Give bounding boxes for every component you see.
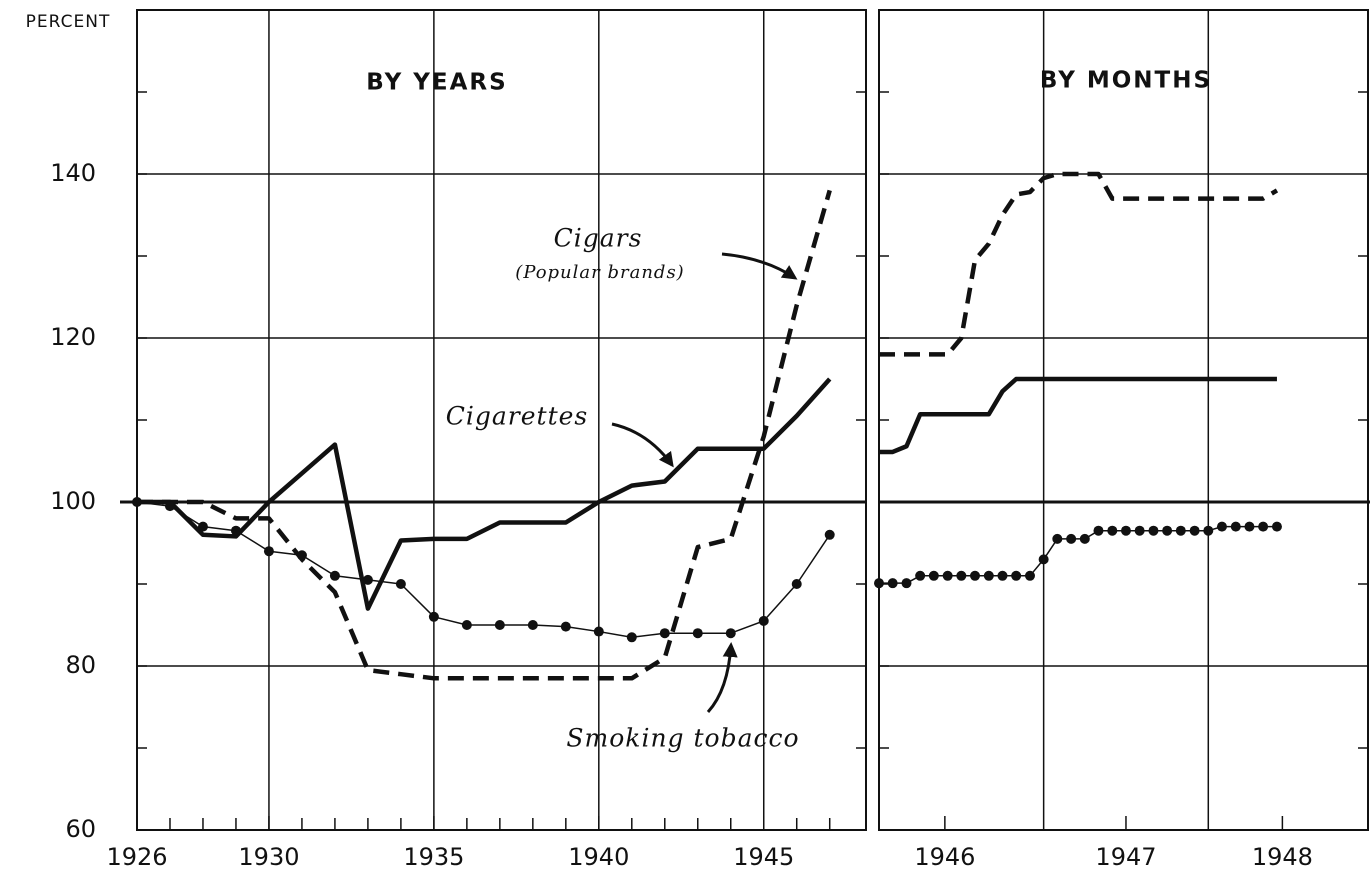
arrow (721, 252, 798, 280)
panel-title: BY YEARS (366, 70, 507, 96)
series-point (1052, 533, 1063, 544)
series-point (956, 570, 967, 581)
series-point (983, 570, 994, 581)
x-tick-label: 1948 (1252, 843, 1313, 871)
series-point (296, 550, 307, 561)
arrow (611, 422, 674, 468)
y-tick-label: 100 (50, 487, 96, 515)
plot-frame (878, 9, 1369, 831)
series-point (1038, 554, 1049, 565)
series-point (164, 501, 175, 512)
y-tick-label: 80 (65, 651, 96, 679)
y-tick-label: 120 (50, 323, 96, 351)
series-point (1079, 533, 1090, 544)
series-point (1066, 533, 1077, 544)
x-tick-label: 1930 (238, 843, 299, 871)
arrow (706, 642, 738, 714)
series-point (1271, 521, 1282, 532)
series-point (725, 628, 736, 639)
series-point (527, 620, 538, 630)
y-tick-label: 140 (50, 159, 96, 187)
series-point (560, 621, 571, 632)
y-axis-label: PERCENT (26, 12, 111, 32)
x-tick-label: 1935 (403, 843, 464, 871)
series-point (915, 570, 926, 581)
series-point (997, 570, 1008, 581)
series-point (1258, 521, 1269, 532)
series-point (1011, 570, 1022, 581)
series-point (758, 615, 769, 626)
series-point (1024, 570, 1035, 581)
series-line (136, 501, 831, 639)
series-point (1120, 525, 1131, 536)
series-point (874, 578, 884, 589)
series-point (263, 546, 274, 557)
series-point (494, 620, 505, 630)
series-point (1244, 521, 1255, 532)
y-tick-label: 60 (65, 815, 96, 843)
series-line (137, 189, 832, 681)
series-point (329, 570, 340, 581)
series-point (461, 620, 472, 630)
series-line (137, 377, 832, 611)
series-point (1162, 525, 1173, 536)
series-point (1216, 521, 1227, 532)
x-tick-label: 1926 (106, 843, 167, 871)
annotation: (Popular brands) (515, 262, 684, 283)
x-tick-label: 1940 (568, 843, 629, 871)
series-point (1093, 525, 1104, 536)
series-annotation: Smoking tobacco (566, 724, 799, 753)
series-point (230, 525, 241, 536)
series-point (593, 626, 604, 637)
series-point (887, 578, 898, 589)
series-point (969, 570, 980, 581)
series-line (879, 376, 1277, 455)
series-annotation: Cigars (554, 224, 643, 253)
series-point (791, 579, 802, 589)
series-point (942, 570, 953, 581)
x-tick-label: 1946 (914, 843, 975, 871)
series-point (659, 628, 670, 639)
series-point (626, 632, 637, 643)
series-annotation: Cigarettes (446, 402, 589, 431)
series-point (1148, 525, 1159, 536)
series-point (1175, 525, 1186, 536)
series-point (692, 628, 703, 639)
panel-title: BY MONTHS (1040, 68, 1212, 94)
x-tick-label: 1947 (1095, 843, 1156, 871)
series-point (1134, 525, 1145, 536)
series-point (362, 574, 373, 585)
series-point (901, 578, 912, 589)
series-point (1107, 525, 1118, 536)
series-point (197, 521, 208, 532)
series-point (928, 570, 939, 581)
series-point (824, 529, 835, 540)
series-point (428, 611, 439, 622)
series-line (879, 171, 1279, 357)
series-point (132, 497, 142, 507)
x-tick-label: 1945 (733, 843, 794, 871)
series-point (1203, 525, 1214, 536)
series-point (1189, 525, 1200, 536)
series-point (395, 579, 406, 589)
series-point (1230, 521, 1241, 532)
